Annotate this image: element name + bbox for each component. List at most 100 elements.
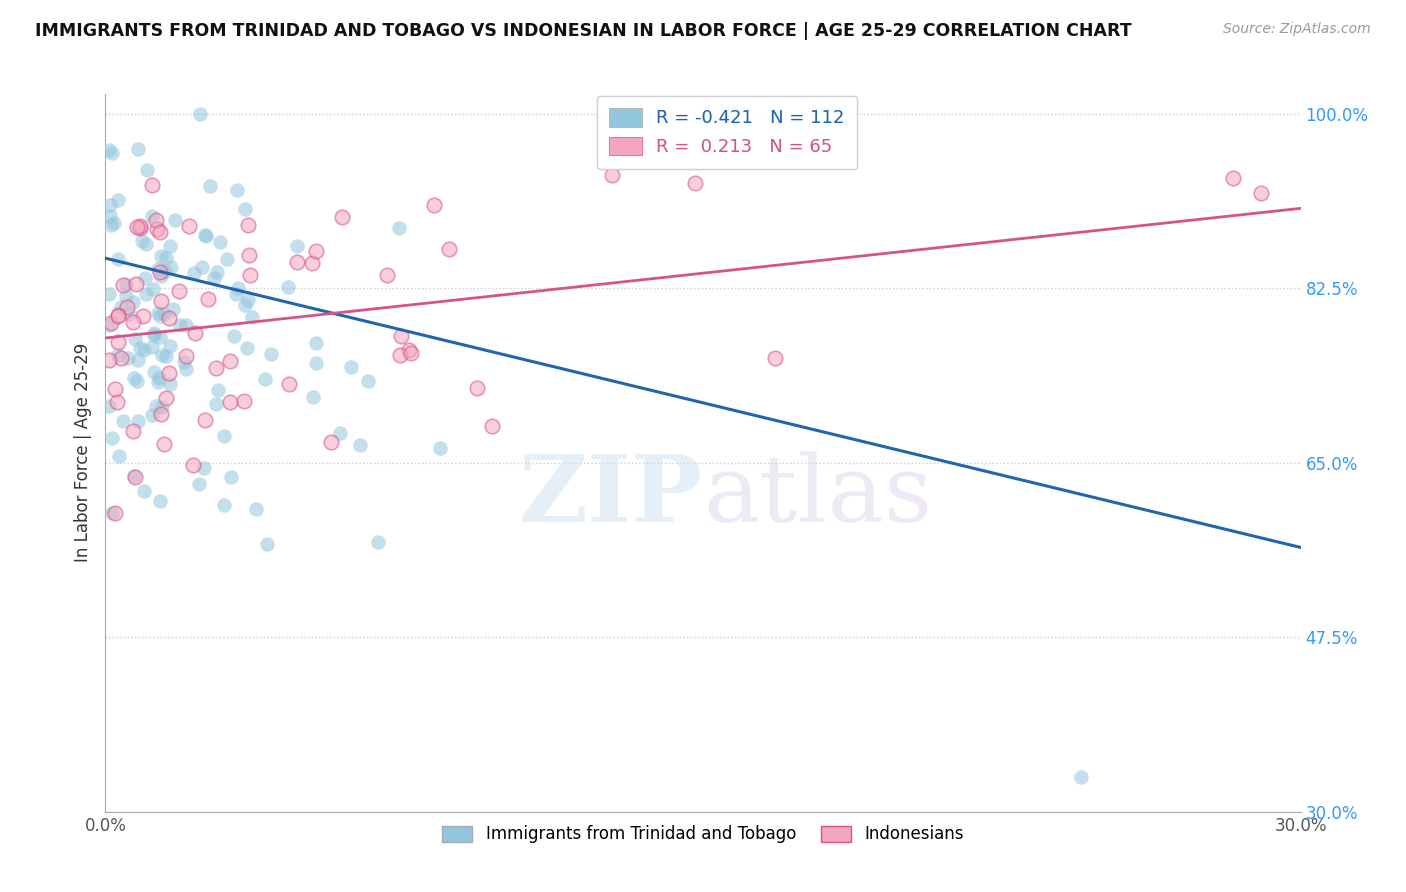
Point bbox=[233, 394, 256, 409]
Point bbox=[142, 326, 165, 340]
Point bbox=[167, 284, 190, 298]
Point bbox=[253, 372, 276, 386]
Point bbox=[104, 382, 127, 396]
Point bbox=[193, 461, 215, 475]
Point bbox=[98, 399, 121, 413]
Point bbox=[134, 343, 156, 357]
Y-axis label: In Labor Force | Age 25-29: In Labor Force | Age 25-29 bbox=[73, 343, 91, 562]
Point bbox=[127, 353, 149, 368]
Point bbox=[131, 234, 153, 248]
Point bbox=[107, 252, 129, 267]
Point bbox=[125, 374, 148, 388]
Point bbox=[124, 332, 146, 346]
Point bbox=[179, 219, 201, 233]
Point bbox=[226, 183, 249, 197]
Point bbox=[277, 280, 299, 294]
Point bbox=[159, 239, 181, 253]
Point bbox=[217, 252, 239, 266]
Point bbox=[233, 297, 256, 311]
Point bbox=[143, 328, 166, 343]
Point bbox=[153, 264, 176, 278]
Point bbox=[118, 308, 141, 322]
Point bbox=[222, 329, 245, 343]
Point bbox=[127, 413, 149, 427]
Point bbox=[329, 425, 352, 440]
Point bbox=[212, 428, 235, 442]
Point bbox=[136, 162, 159, 177]
Point bbox=[238, 248, 260, 262]
Point bbox=[142, 282, 165, 296]
Point bbox=[157, 311, 180, 326]
Point bbox=[173, 355, 195, 369]
Point bbox=[141, 409, 163, 423]
Point bbox=[238, 268, 260, 282]
Point bbox=[174, 361, 197, 376]
Point bbox=[225, 287, 247, 301]
Point bbox=[135, 287, 157, 301]
Point bbox=[145, 212, 167, 227]
Point bbox=[174, 318, 197, 332]
Point bbox=[218, 353, 240, 368]
Point bbox=[153, 437, 176, 451]
Point bbox=[188, 477, 211, 491]
Point bbox=[145, 399, 167, 413]
Point bbox=[600, 168, 623, 182]
Point bbox=[398, 343, 420, 357]
Point bbox=[149, 494, 172, 508]
Point bbox=[236, 293, 259, 307]
Point bbox=[146, 376, 169, 390]
Text: IMMIGRANTS FROM TRINIDAD AND TOBAGO VS INDONESIAN IN LABOR FORCE | AGE 25-29 COR: IMMIGRANTS FROM TRINIDAD AND TOBAGO VS I… bbox=[35, 22, 1132, 40]
Point bbox=[181, 458, 204, 473]
Legend: Immigrants from Trinidad and Tobago, Indonesians: Immigrants from Trinidad and Tobago, Ind… bbox=[436, 819, 970, 850]
Point bbox=[205, 361, 228, 376]
Point bbox=[245, 502, 267, 516]
Point bbox=[285, 239, 308, 253]
Point bbox=[285, 255, 308, 269]
Point bbox=[165, 212, 187, 227]
Point bbox=[150, 407, 173, 421]
Text: Source: ZipAtlas.com: Source: ZipAtlas.com bbox=[1223, 22, 1371, 37]
Point bbox=[162, 301, 184, 316]
Point bbox=[129, 219, 152, 234]
Point bbox=[132, 310, 155, 324]
Point bbox=[148, 309, 170, 323]
Point bbox=[305, 356, 328, 370]
Point bbox=[115, 277, 138, 292]
Point bbox=[141, 209, 163, 223]
Point bbox=[127, 142, 149, 156]
Point bbox=[304, 244, 326, 258]
Point bbox=[235, 341, 257, 355]
Point bbox=[104, 506, 127, 520]
Point bbox=[114, 288, 136, 302]
Point bbox=[124, 470, 146, 484]
Point bbox=[98, 353, 121, 368]
Point bbox=[198, 178, 221, 193]
Point bbox=[122, 469, 145, 483]
Point bbox=[150, 249, 173, 263]
Point bbox=[150, 348, 173, 362]
Point bbox=[218, 395, 240, 409]
Point bbox=[150, 294, 173, 309]
Point bbox=[98, 198, 121, 212]
Point bbox=[152, 307, 174, 321]
Point bbox=[105, 395, 128, 409]
Point bbox=[208, 235, 231, 249]
Point bbox=[98, 318, 121, 333]
Point bbox=[107, 309, 129, 323]
Point bbox=[277, 376, 299, 391]
Point bbox=[101, 431, 124, 445]
Point bbox=[683, 177, 706, 191]
Point bbox=[260, 346, 283, 360]
Point bbox=[134, 271, 156, 285]
Point bbox=[388, 221, 411, 235]
Point bbox=[132, 484, 155, 499]
Point bbox=[304, 336, 326, 351]
Point bbox=[183, 266, 205, 280]
Point bbox=[202, 271, 225, 285]
Point bbox=[141, 340, 163, 354]
Point bbox=[212, 498, 235, 512]
Point bbox=[256, 537, 278, 551]
Point bbox=[174, 349, 197, 363]
Point bbox=[240, 310, 263, 325]
Point bbox=[127, 220, 149, 235]
